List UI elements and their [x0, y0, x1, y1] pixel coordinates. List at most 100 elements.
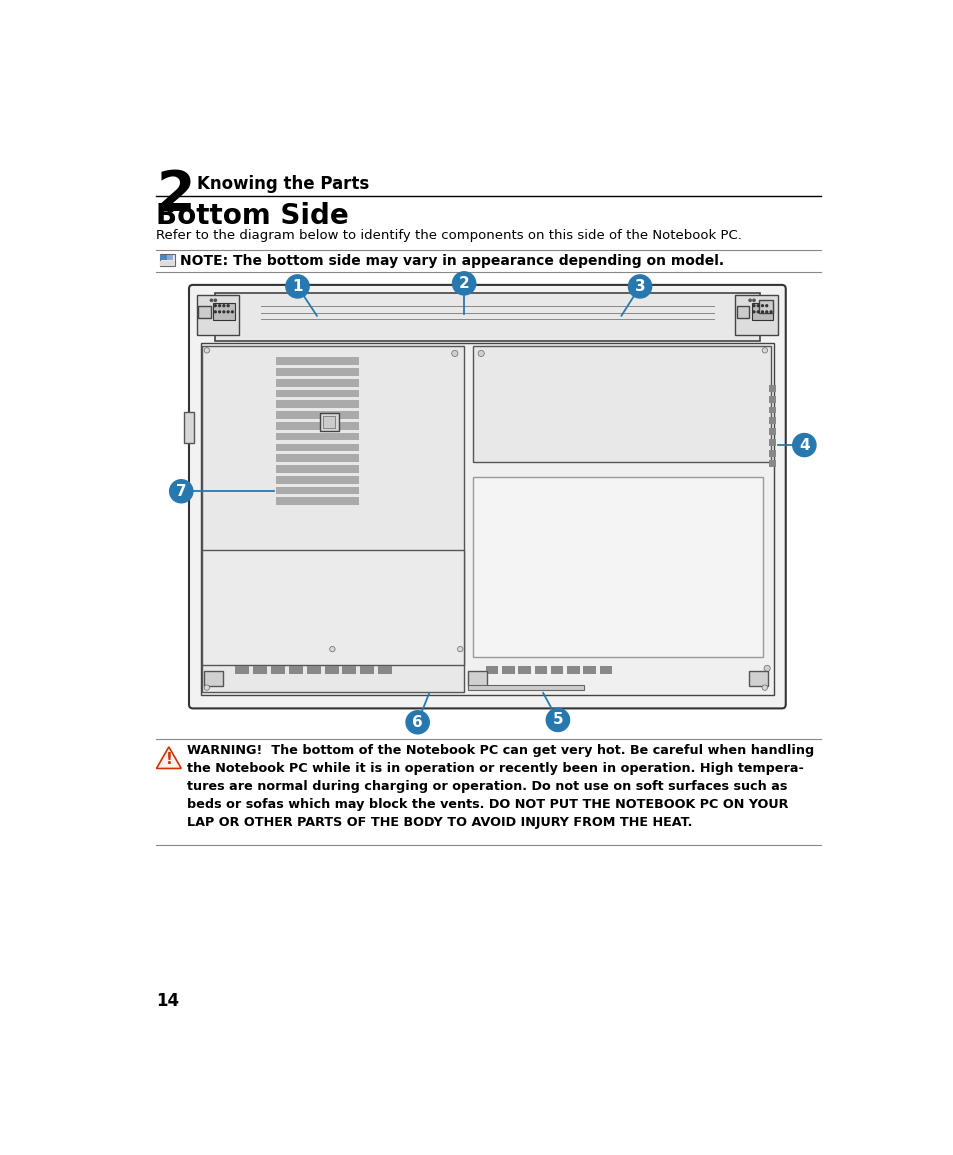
- Circle shape: [214, 311, 216, 313]
- Bar: [769, 407, 775, 413]
- Bar: [275, 422, 359, 430]
- Circle shape: [792, 433, 815, 456]
- Bar: [324, 666, 338, 673]
- Bar: [758, 299, 772, 313]
- Text: !: !: [165, 753, 172, 767]
- Bar: [196, 295, 239, 335]
- Circle shape: [214, 305, 216, 306]
- Bar: [342, 666, 356, 673]
- Bar: [275, 498, 359, 505]
- Circle shape: [286, 275, 309, 298]
- Circle shape: [223, 311, 225, 313]
- Text: WARNING!  The bottom of the Notebook PC can get very hot. Be careful when handli: WARNING! The bottom of the Notebook PC c…: [187, 744, 814, 829]
- Bar: [183, 412, 194, 442]
- Bar: [159, 254, 174, 267]
- Bar: [769, 449, 775, 456]
- Bar: [599, 666, 612, 673]
- Circle shape: [748, 299, 750, 301]
- Bar: [517, 666, 530, 673]
- Bar: [160, 261, 173, 266]
- Bar: [275, 368, 359, 375]
- Circle shape: [218, 305, 220, 306]
- Circle shape: [232, 311, 233, 313]
- Circle shape: [546, 708, 569, 731]
- Circle shape: [457, 647, 462, 651]
- Bar: [583, 666, 596, 673]
- Circle shape: [757, 305, 759, 306]
- Circle shape: [761, 685, 767, 691]
- Bar: [377, 666, 392, 673]
- Bar: [200, 343, 773, 695]
- Bar: [751, 303, 773, 320]
- Bar: [769, 417, 775, 424]
- Circle shape: [406, 710, 429, 733]
- Bar: [323, 416, 335, 429]
- Bar: [769, 429, 775, 435]
- Circle shape: [760, 305, 762, 306]
- Text: 4: 4: [799, 438, 809, 453]
- Bar: [253, 666, 267, 673]
- Bar: [736, 306, 748, 318]
- Circle shape: [769, 311, 771, 313]
- Text: Bottom Side: Bottom Side: [156, 202, 349, 230]
- Bar: [167, 255, 173, 260]
- Bar: [275, 433, 359, 440]
- Text: 3: 3: [634, 280, 644, 293]
- Text: Knowing the Parts: Knowing the Parts: [196, 174, 369, 193]
- Bar: [550, 666, 562, 673]
- Bar: [468, 685, 583, 690]
- Bar: [735, 295, 778, 335]
- Bar: [319, 412, 338, 431]
- Bar: [360, 666, 374, 673]
- Text: Refer to the diagram below to identify the components on this side of the Notebo: Refer to the diagram below to identify t…: [156, 230, 741, 243]
- Bar: [769, 461, 775, 468]
- Bar: [307, 666, 320, 673]
- Circle shape: [761, 348, 767, 353]
- Bar: [275, 465, 359, 472]
- Bar: [275, 389, 359, 397]
- Bar: [275, 454, 359, 462]
- Bar: [485, 666, 497, 673]
- Text: 5: 5: [552, 713, 562, 728]
- Circle shape: [757, 311, 759, 313]
- Bar: [468, 671, 486, 686]
- Bar: [534, 666, 546, 673]
- Bar: [275, 444, 359, 452]
- Bar: [214, 292, 760, 341]
- Bar: [275, 411, 359, 419]
- Bar: [473, 477, 762, 657]
- Circle shape: [204, 685, 210, 691]
- Bar: [213, 303, 234, 320]
- Text: 14: 14: [156, 992, 179, 1009]
- Circle shape: [765, 305, 767, 306]
- Bar: [160, 255, 167, 260]
- Bar: [769, 396, 775, 403]
- Circle shape: [752, 305, 754, 306]
- Text: 6: 6: [412, 715, 422, 730]
- Circle shape: [170, 479, 193, 502]
- Bar: [289, 666, 303, 673]
- Bar: [271, 666, 285, 673]
- Bar: [235, 666, 249, 673]
- Bar: [275, 486, 359, 494]
- Circle shape: [765, 311, 767, 313]
- Bar: [567, 666, 579, 673]
- Circle shape: [752, 311, 754, 313]
- FancyBboxPatch shape: [189, 285, 785, 708]
- Circle shape: [452, 350, 457, 357]
- Bar: [769, 439, 775, 446]
- Text: 2: 2: [458, 276, 469, 291]
- Circle shape: [763, 665, 769, 671]
- Circle shape: [214, 299, 216, 301]
- Circle shape: [210, 299, 213, 301]
- Bar: [204, 671, 223, 686]
- Circle shape: [218, 311, 220, 313]
- Circle shape: [330, 647, 335, 651]
- Bar: [275, 401, 359, 408]
- Bar: [198, 306, 211, 318]
- Bar: [748, 671, 767, 686]
- Text: 2: 2: [156, 167, 194, 222]
- Polygon shape: [156, 747, 181, 768]
- Circle shape: [227, 311, 229, 313]
- Bar: [202, 550, 464, 664]
